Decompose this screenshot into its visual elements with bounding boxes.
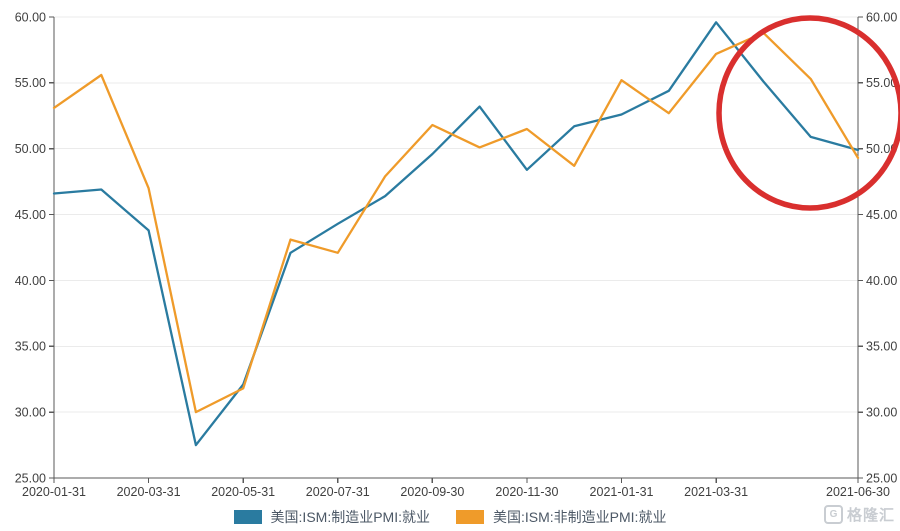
legend-label-manufacturing: 美国:ISM:制造业PMI:就业 xyxy=(270,509,430,525)
x-axis-tick-label: 2021-01-31 xyxy=(590,485,654,499)
legend-label-non-manufacturing: 美国:ISM:非制造业PMI:就业 xyxy=(493,509,667,525)
y-axis-tick-label: 25.00 xyxy=(866,471,897,485)
chart-legend: 美国:ISM:制造业PMI:就业 美国:ISM:非制造业PMI:就业 xyxy=(0,510,900,524)
y-axis-tick-label: 60.00 xyxy=(15,10,46,24)
legend-item-non-manufacturing-pmi[interactable]: 美国:ISM:非制造业PMI:就业 xyxy=(456,510,666,524)
x-axis-tick-label: 2021-06-30 xyxy=(826,485,890,499)
y-axis-tick-label: 50.00 xyxy=(866,142,897,156)
legend-swatch-non-manufacturing-icon xyxy=(456,510,484,524)
y-axis-tick-label: 45.00 xyxy=(866,208,897,222)
gelonghui-logo-icon: G xyxy=(823,505,843,524)
watermark-text: 格隆汇 xyxy=(846,507,895,524)
y-axis-tick-label: 55.00 xyxy=(15,76,46,90)
y-axis-tick-label: 60.00 xyxy=(866,10,897,24)
y-axis-tick-label: 30.00 xyxy=(866,406,897,420)
series-line-non-manufacturing-pmi-employment xyxy=(52,31,860,414)
y-axis-tick-label: 55.00 xyxy=(866,76,897,90)
x-axis-tick-label: 2020-11-30 xyxy=(495,485,558,499)
legend-item-manufacturing-pmi[interactable]: 美国:ISM:制造业PMI:就业 xyxy=(233,509,430,525)
y-axis-tick-label: 35.00 xyxy=(15,340,46,354)
x-axis-tick-label: 2020-07-31 xyxy=(306,485,370,499)
x-axis-tick-label: 2020-03-31 xyxy=(117,485,181,499)
y-axis-tick-label: 35.00 xyxy=(866,340,897,354)
legend-swatch-manufacturing-icon xyxy=(233,510,262,524)
y-axis-tick-label: 45.00 xyxy=(15,208,46,222)
x-axis-tick-label: 2021-03-31 xyxy=(684,485,748,499)
x-axis-tick-label: 2020-09-30 xyxy=(400,485,464,499)
y-axis-tick-label: 40.00 xyxy=(866,274,897,288)
x-axis-tick-label: 2020-01-31 xyxy=(22,485,86,499)
y-axis-tick-label: 40.00 xyxy=(15,274,46,288)
x-axis-tick-label: 2020-05-31 xyxy=(211,485,275,499)
y-axis-tick-label: 30.00 xyxy=(15,406,46,420)
watermark-gelonghui: G 格隆汇 xyxy=(823,504,895,525)
highlight-circle-annotation xyxy=(716,15,900,211)
y-axis-tick-label: 25.00 xyxy=(15,471,46,485)
series-line-manufacturing-pmi-employment xyxy=(52,21,860,447)
y-axis-tick-label: 50.00 xyxy=(15,142,46,156)
